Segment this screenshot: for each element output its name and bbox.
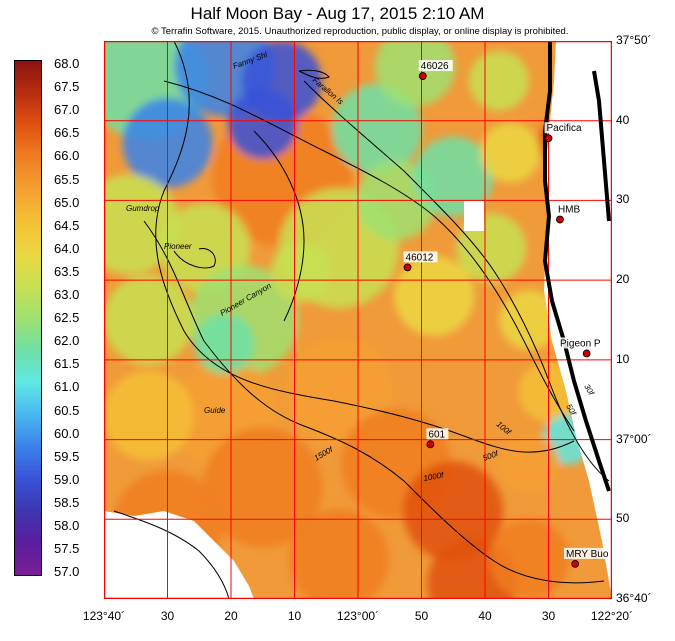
colorbar-tick-label: 63.0 — [54, 287, 80, 302]
sst-patch — [499, 433, 560, 494]
map-title: Half Moon Bay - Aug 17, 2015 2:10 AM — [190, 4, 485, 23]
x-axis-tick-label: 30 — [160, 609, 175, 623]
station-marker — [544, 134, 553, 143]
station-label-bg — [564, 547, 610, 559]
station-label-bg — [403, 251, 438, 263]
sst-patch — [227, 88, 298, 159]
depth-contour-line — [253, 130, 305, 322]
colorbar-tick-label: 62.0 — [54, 333, 80, 349]
y-axis-tick-label: 50 — [616, 511, 630, 526]
sst-patch — [413, 136, 494, 217]
station-label: MRY Buo — [566, 549, 609, 560]
no-data-area — [104, 511, 254, 599]
map-border — [104, 41, 612, 599]
station-marker — [582, 349, 591, 358]
colorbar-tick-label: 65.0 — [54, 194, 80, 210]
colorbar-tick-label: 57.0 — [54, 564, 80, 580]
sst-patch — [394, 256, 475, 337]
station-label-bg — [544, 122, 597, 134]
depth-contour-line — [143, 220, 605, 584]
x-axis-tick-label: 40 — [478, 609, 492, 623]
land-areas — [104, 41, 612, 599]
y-axis-tick-label: 36°40´ — [616, 591, 652, 605]
colorbar-tick-label: 59.0 — [54, 471, 80, 487]
cloud-gap — [464, 201, 484, 231]
x-axis-tick-label: 30 — [541, 609, 556, 623]
depth-contour-line — [298, 69, 330, 79]
x-axis-tick-label: 20 — [224, 609, 238, 623]
sst-patch — [403, 461, 504, 562]
colorbar-tick-label: 63.5 — [54, 263, 80, 279]
colorbar-tick-label: 66.5 — [54, 125, 80, 141]
sst-patch — [480, 122, 541, 183]
y-axis-tick-label: 37°50´ — [616, 33, 652, 47]
colorbar-tick-label: 61.5 — [54, 356, 80, 372]
colorbar-tick-label: 58.5 — [54, 494, 80, 510]
station-label: Pacifica — [547, 123, 582, 134]
sea-surface-temperature-field — [104, 41, 593, 599]
x-axis-tick-label: 10 — [287, 609, 302, 623]
station-label-bg — [558, 337, 610, 349]
x-axis-tick-label: 50 — [414, 609, 429, 623]
station-marker — [556, 215, 564, 224]
colorbar-tick-label: 57.5 — [54, 541, 80, 557]
colorbar-tick-label: 67.0 — [54, 102, 80, 118]
sst-patch — [288, 509, 389, 599]
y-axis-tick-label: 30 — [616, 192, 630, 207]
inland-boundary — [592, 70, 611, 222]
station-label: Pigeon P — [560, 338, 601, 349]
colorbar-tick-label: 59.5 — [54, 448, 80, 464]
colorbar-tick-label: 66.0 — [54, 148, 80, 164]
y-axis-tick-label: 10 — [616, 351, 630, 366]
colorbar-tick-label: 68.0 — [54, 56, 80, 71]
station-label-bg — [426, 428, 449, 440]
colorbar-tick-label: 65.5 — [54, 171, 80, 187]
station-marker — [418, 72, 427, 80]
sst-patch — [104, 274, 194, 365]
contour-label: 1000f — [423, 470, 445, 482]
station-label: 601 — [428, 429, 445, 440]
colorbar-tick-label: 61.0 — [54, 379, 80, 395]
colorbar-tick-label: 67.5 — [54, 79, 80, 95]
station-label-bg — [418, 60, 453, 72]
copyright-notice: © Terrafin Software, 2015. Unauthorized … — [151, 26, 569, 37]
y-axis-tick-label: 40 — [616, 112, 630, 127]
station-marker — [403, 263, 412, 272]
land-mainland — [544, 41, 612, 599]
colorbar-tick-label: 62.5 — [54, 310, 80, 326]
colorbar-tick-label: 58.0 — [54, 518, 80, 533]
sst-patch — [202, 427, 323, 548]
x-axis-tick-label: 123°00´ — [336, 609, 380, 623]
temperature-colorbar — [14, 60, 42, 576]
y-axis-tick-label: 37°00´ — [616, 431, 652, 446]
station-label: HMB — [558, 205, 581, 216]
x-axis-tick-label: 123°40´ — [82, 609, 126, 623]
lat-lon-grid — [104, 41, 612, 599]
depth-contour-line — [173, 247, 216, 269]
colorbar-tick-label: 60.5 — [54, 402, 80, 418]
stations: 46026 Pacifica HMB 46012 Pigeon P 601 MRY Buo — [403, 60, 610, 568]
feature-label: Guide — [204, 406, 226, 415]
feature-label: Pioneer — [164, 242, 192, 251]
sst-patch — [104, 370, 194, 461]
station-label: 46026 — [421, 61, 449, 72]
station-marker — [426, 440, 435, 449]
sst-patch — [468, 50, 529, 111]
sst-patch — [489, 519, 570, 599]
station-label-bg — [555, 203, 578, 215]
sst-patch — [332, 83, 423, 174]
station-marker — [571, 559, 580, 568]
y-axis-tick-label: 20 — [616, 272, 630, 287]
x-axis-tick-label: 122°20´ — [590, 609, 634, 623]
depth-contour-line — [303, 80, 610, 482]
colorbar-tick-label: 60.0 — [54, 425, 80, 441]
colorbar-tick-label: 64.0 — [54, 240, 80, 256]
sst-patch — [194, 313, 255, 374]
colorbar-tick-label: 64.5 — [54, 217, 80, 233]
colorbar-labels: 68.0 67.5 67.0 66.5 66.0 65.5 65.0 64.5 64.0 63.5… — [54, 56, 94, 586]
station-label: 46012 — [406, 252, 434, 263]
feature-label: Gumdrop — [126, 204, 160, 213]
sst-patch — [375, 41, 456, 107]
